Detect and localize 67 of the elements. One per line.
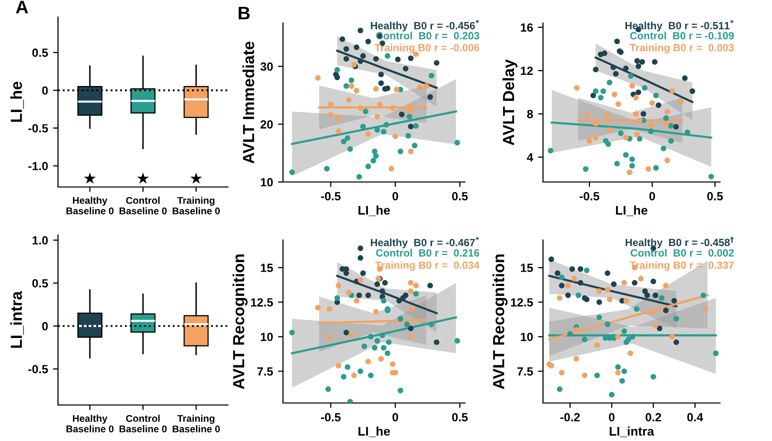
x-axis-title: LI_he bbox=[358, 426, 390, 438]
x-tick-label: Healthy Baseline 0 bbox=[66, 414, 114, 432]
y-tick-label: 1.0 bbox=[32, 236, 48, 245]
x-tick-label: 0.5 bbox=[707, 192, 723, 200]
x-tick-label: 0 bbox=[392, 192, 398, 200]
x-axis-title: LI_he bbox=[358, 206, 390, 216]
y-tick-label: -0.5 bbox=[28, 124, 48, 132]
y-axis-title: LI_he bbox=[10, 82, 24, 122]
y-tick-label: 20 bbox=[260, 120, 273, 129]
text: Control B0 r = 0.002 bbox=[630, 248, 734, 257]
y-tick-label: 10 bbox=[520, 332, 533, 342]
series-label: Healthy B0 r = -0.467$^{*}$ bbox=[370, 236, 480, 248]
x-tick-label: -0.5 bbox=[321, 192, 341, 200]
y-tick-label: -0.5 bbox=[28, 364, 48, 374]
x-tick-label: 0.4 bbox=[687, 413, 704, 422]
y-tick-label: 12 bbox=[520, 66, 533, 75]
y-tick-label: 7.5 bbox=[257, 367, 273, 376]
y-tick-label: 12.5 bbox=[511, 298, 533, 307]
text: Training B0 r = 0.003 bbox=[630, 44, 734, 54]
annotation: ★ bbox=[190, 172, 202, 184]
y-tick-label: -1.0 bbox=[28, 162, 48, 170]
y-tick-label: 30 bbox=[260, 62, 273, 71]
x-tick-label: 0 bbox=[649, 192, 656, 200]
y-tick-label: 0.5 bbox=[32, 48, 48, 57]
x-tick-label: Healthy Baseline 0 bbox=[66, 196, 114, 214]
y-tick-label: 15 bbox=[520, 264, 533, 272]
x-tick-label: 0.5 bbox=[452, 413, 468, 422]
annotation: ★ bbox=[84, 172, 96, 184]
y-tick-label: 10 bbox=[260, 332, 273, 342]
x-axis-title: LI_he bbox=[616, 206, 648, 216]
text: A bbox=[16, 0, 28, 14]
y-tick-label: 8 bbox=[527, 110, 533, 118]
y-tick-label: 0.5 bbox=[32, 279, 48, 288]
text: Control B0 r = -0.109 bbox=[630, 32, 734, 40]
annotation: ★ bbox=[137, 172, 149, 184]
y-tick-label: 15 bbox=[260, 264, 273, 272]
x-axis-title: LI_intra bbox=[610, 426, 654, 438]
series-label: Control B0 r = 0.216 bbox=[376, 248, 480, 257]
y-axis-title: LI_intra bbox=[10, 291, 24, 348]
y-tick-label: 0 bbox=[42, 86, 48, 95]
y-axis-title: AVLT Recognition bbox=[492, 254, 508, 390]
x-tick-label: -0.5 bbox=[321, 413, 341, 422]
x-tick-label: Control Baseline 0 bbox=[120, 414, 167, 432]
x-tick-label: Training Baseline 0 bbox=[172, 414, 220, 432]
series-label: Healthy B0 r = -0.511$^{*}$ bbox=[625, 20, 734, 32]
x-tick-label: 0.5 bbox=[452, 192, 468, 200]
y-tick-label: 16 bbox=[520, 23, 533, 32]
x-tick-label: -0.5 bbox=[580, 192, 600, 200]
series-label: Healthy B0 r = -0.456$^{*}$ bbox=[370, 20, 480, 32]
x-tick-label: Control Baseline 0 bbox=[120, 196, 167, 214]
text: B bbox=[238, 6, 250, 20]
text: Healthy B0 r = -0.458$^{†}$ bbox=[626, 236, 734, 248]
series-label: Training B0 r = -0.006 bbox=[374, 44, 480, 54]
x-tick-label: 0 bbox=[392, 413, 398, 422]
y-tick-label: 10 bbox=[260, 178, 273, 186]
y-axis-title: AVLT Recognition bbox=[232, 254, 248, 390]
y-axis-title: AVLT Delay bbox=[502, 59, 518, 146]
x-tick-label: -0.2 bbox=[560, 413, 580, 422]
y-tick-label: 4 bbox=[526, 153, 534, 162]
y-axis-title: AVLT Immediate bbox=[242, 42, 254, 164]
y-tick-label: 12.5 bbox=[251, 298, 273, 307]
y-tick-label: 0 bbox=[42, 322, 48, 330]
x-tick-label: 0.2 bbox=[646, 413, 662, 422]
x-tick-label: 0 bbox=[608, 413, 615, 422]
y-tick-label: 7.5 bbox=[517, 367, 533, 376]
series-label: Training B0 r = 0.034 bbox=[375, 261, 480, 271]
x-tick-label: Training Baseline 0 bbox=[172, 196, 220, 214]
